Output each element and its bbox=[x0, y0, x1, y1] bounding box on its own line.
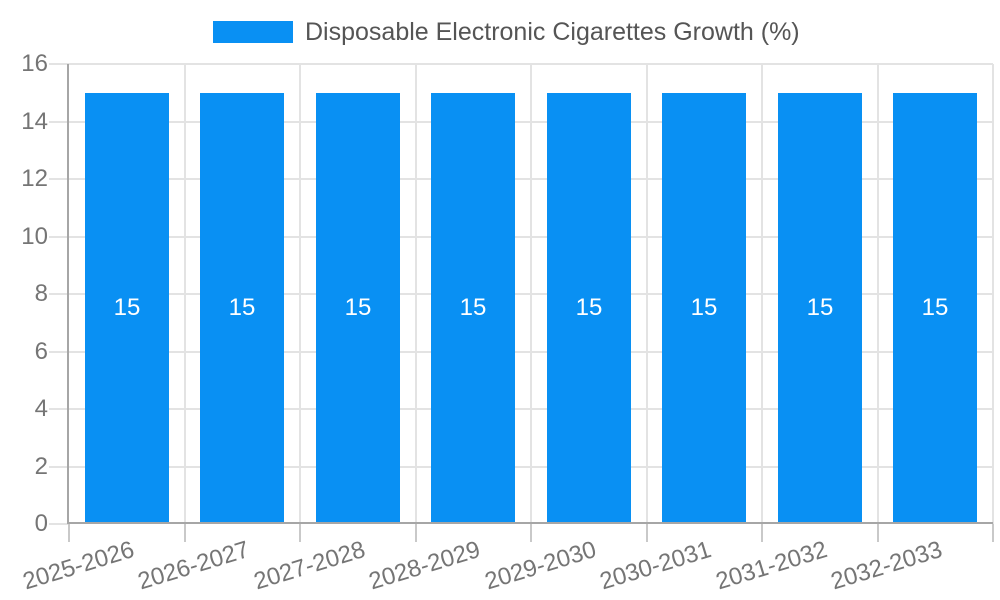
x-tick-label: 2026-2027 bbox=[135, 536, 253, 596]
x-tick-label: 2025-2026 bbox=[19, 536, 138, 596]
x-axis-line bbox=[67, 522, 993, 524]
x-tick-mark bbox=[761, 524, 763, 542]
bar bbox=[85, 93, 169, 522]
bar-value-label: 15 bbox=[228, 294, 256, 321]
bar-value-label: 15 bbox=[806, 294, 834, 321]
bar-value-label: 15 bbox=[459, 294, 487, 321]
h-gridline bbox=[49, 63, 993, 65]
x-tick-mark bbox=[530, 524, 532, 542]
x-tick-mark bbox=[992, 524, 994, 542]
h-gridline bbox=[49, 235, 993, 238]
bar-value-label: 15 bbox=[575, 294, 603, 321]
bar bbox=[431, 93, 515, 522]
y-tick-label: 16 bbox=[21, 50, 48, 77]
v-gridline bbox=[876, 64, 879, 524]
bar-value-label: 15 bbox=[690, 294, 718, 321]
h-gridline bbox=[49, 120, 993, 123]
x-tick-mark bbox=[876, 524, 879, 542]
bar-value-label: 15 bbox=[344, 294, 372, 321]
h-gridline bbox=[49, 465, 993, 468]
v-gridline bbox=[183, 64, 186, 524]
v-gridline bbox=[414, 64, 417, 524]
y-axis-line bbox=[67, 64, 69, 524]
v-gridline bbox=[761, 64, 763, 524]
x-tick-label: 2031-2032 bbox=[712, 536, 831, 596]
v-gridline bbox=[992, 64, 994, 524]
bar-value-label: 15 bbox=[113, 294, 141, 321]
legend-swatch bbox=[213, 21, 293, 43]
x-tick-mark bbox=[68, 524, 70, 542]
h-gridline bbox=[49, 350, 993, 353]
v-gridline bbox=[299, 64, 301, 524]
y-tick-label: 14 bbox=[21, 107, 48, 135]
h-gridline bbox=[49, 178, 993, 180]
x-tick-mark bbox=[645, 524, 648, 542]
x-tick-mark bbox=[414, 524, 417, 542]
legend-series-label: Disposable Electronic Cigarettes Growth … bbox=[305, 18, 800, 46]
x-tick-label: 2030-2031 bbox=[597, 536, 715, 596]
y-tick-label: 4 bbox=[34, 395, 48, 422]
v-gridline bbox=[530, 64, 532, 524]
y-tick-label: 2 bbox=[34, 452, 48, 480]
x-tick-mark bbox=[183, 524, 186, 542]
bar bbox=[316, 93, 400, 522]
x-tick-mark bbox=[299, 524, 301, 542]
y-tick-label: 12 bbox=[21, 165, 48, 192]
bar-value-label: 15 bbox=[921, 294, 949, 321]
y-tick-label: 0 bbox=[34, 510, 48, 537]
y-tick-label: 8 bbox=[34, 280, 48, 307]
x-tick-label: 2028-2029 bbox=[366, 536, 484, 596]
bar bbox=[547, 93, 631, 522]
bar bbox=[200, 93, 284, 522]
y-tick-label: 6 bbox=[34, 337, 48, 365]
bar bbox=[893, 93, 977, 522]
bar bbox=[662, 93, 746, 522]
x-tick-label: 2032-2033 bbox=[828, 536, 946, 596]
y-tick-label: 10 bbox=[21, 222, 48, 250]
x-tick-label: 2027-2028 bbox=[250, 536, 369, 596]
h-gridline bbox=[49, 293, 993, 295]
x-tick-label: 2029-2030 bbox=[481, 536, 600, 596]
h-gridline bbox=[49, 408, 993, 410]
bar bbox=[778, 93, 862, 522]
v-gridline bbox=[645, 64, 648, 524]
y-tick-mark bbox=[49, 523, 69, 525]
